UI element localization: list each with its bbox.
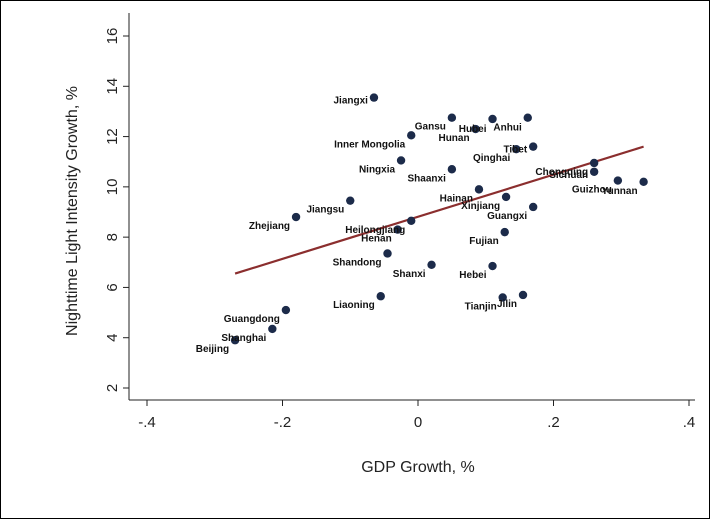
point-label: Guangxi	[487, 211, 527, 222]
point-label: Yunnan	[601, 186, 637, 197]
point-label: Jiangxi	[333, 96, 368, 107]
point-label: Inner Mongolia	[334, 139, 406, 150]
data-point	[407, 131, 416, 140]
x-tick-label: -.4	[138, 414, 156, 431]
point-label: Anhui	[493, 123, 522, 134]
data-point	[281, 305, 291, 315]
data-point	[230, 336, 240, 345]
data-point	[376, 292, 385, 301]
data-point	[474, 185, 484, 194]
data-point	[471, 124, 480, 134]
point-label: Henan	[361, 234, 392, 245]
x-tick-label: .4	[683, 414, 696, 431]
data-point	[500, 227, 509, 237]
data-point	[291, 212, 301, 222]
point-label: Heilongjiang	[345, 225, 405, 236]
y-axis-title: Nighttime Light Intensity Growth, %	[64, 86, 81, 336]
point-label: Zhejiang	[249, 221, 290, 232]
point-label: Qinghai	[473, 153, 510, 164]
y-tick-label: 14	[104, 78, 121, 95]
data-point	[639, 177, 648, 187]
data-point	[447, 113, 457, 122]
point-label: Beijing	[196, 344, 229, 355]
point-labels: Jiangxi Gansu Hubei Anhui Inner Mongolia Huna…	[196, 96, 638, 356]
point-label: Shaanxi	[408, 173, 447, 184]
point-label: Tibet	[503, 145, 527, 156]
point-label: Gansu	[415, 122, 446, 133]
data-points	[230, 93, 648, 345]
data-point	[427, 260, 436, 269]
data-point	[523, 113, 532, 122]
point-label: Ningxia	[359, 164, 396, 175]
y-tick-label: 10	[104, 179, 121, 196]
data-point	[488, 261, 497, 271]
y-tick-label: 4	[104, 334, 121, 342]
x-tick-label: .2	[547, 414, 560, 431]
data-point	[589, 158, 599, 168]
data-point	[396, 156, 406, 165]
y-ticks: 2 4 6 8 10 12 14 16	[104, 28, 129, 392]
x-tick-label: -.2	[274, 414, 292, 431]
point-label: Sichuan	[549, 170, 588, 181]
point-label: Shandong	[333, 257, 382, 268]
point-label: Xinjiang	[461, 201, 500, 212]
data-point	[447, 165, 457, 174]
point-label: Hunan	[438, 133, 469, 144]
y-tick-label: 8	[104, 233, 121, 241]
plot-area	[129, 13, 695, 400]
point-label: Chongqing	[535, 167, 588, 178]
point-label: Tianjin	[465, 301, 497, 312]
data-point	[501, 192, 511, 202]
data-point	[498, 293, 507, 302]
point-label: Jilin	[497, 299, 517, 310]
data-point	[512, 144, 521, 154]
data-point	[528, 142, 538, 151]
y-tick-label: 16	[104, 28, 121, 45]
x-tick-label: 0	[414, 414, 422, 431]
data-point	[613, 176, 623, 185]
y-tick-label: 6	[104, 283, 121, 291]
data-point	[268, 324, 277, 334]
point-label: Hainan	[440, 193, 473, 204]
data-point	[393, 225, 402, 234]
data-point	[346, 196, 355, 205]
point-label: Fujian	[469, 236, 498, 247]
point-label: Hubei	[459, 124, 487, 135]
fit-line	[234, 145, 644, 275]
data-point	[369, 93, 379, 102]
point-label: Guangdong	[224, 314, 280, 325]
point-label: Guizhou	[572, 185, 612, 196]
y-tick-label: 12	[104, 128, 121, 145]
point-label: Shanghai	[221, 333, 266, 344]
data-point	[383, 249, 392, 258]
point-label: Hebei	[459, 270, 486, 281]
point-label: Liaoning	[333, 300, 375, 311]
point-label: Shanxi	[393, 269, 426, 280]
data-point	[488, 114, 497, 124]
data-point	[528, 202, 538, 212]
point-label: Jiangsu	[306, 205, 344, 216]
data-point	[518, 290, 528, 300]
data-point	[589, 167, 599, 176]
x-ticks: -.4 -.2 0 .2 .4	[138, 400, 695, 431]
data-point	[407, 216, 416, 225]
x-axis-title: GDP Growth, %	[361, 459, 475, 476]
y-tick-label: 2	[104, 384, 121, 392]
